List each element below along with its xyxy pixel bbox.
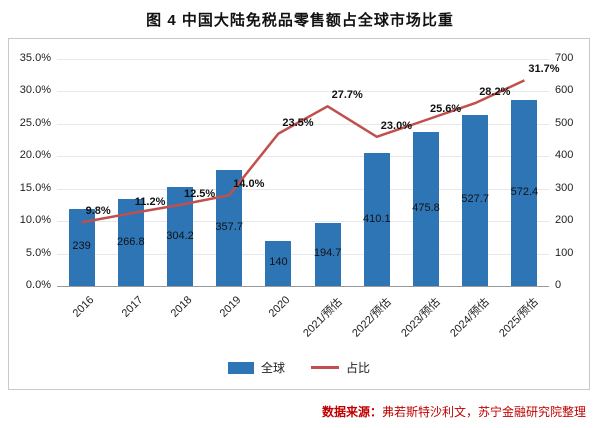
y-axis-tick-right: 100 [555,246,574,259]
line-value-label: 9.8% [85,205,111,218]
gridline [57,91,549,93]
line-value-label: 11.2% [134,196,166,209]
gridline [57,253,549,255]
trend-line [81,79,525,224]
line-value-label: 25.6% [430,102,462,115]
line-value-label: 28.2% [479,86,511,99]
line-value-label: 14.0% [233,178,265,191]
bar-value-label: 527.7 [461,193,489,206]
y-axis-tick-left: 20.0% [19,149,51,162]
gridline [57,188,549,190]
bar-2025/预估 [511,100,538,286]
y-axis-tick-right: 0 [555,279,562,291]
bar-value-label: 304.2 [166,229,194,242]
line-value-label: 23.0% [380,119,412,132]
line-value-label: 31.7% [528,63,560,76]
x-axis-line [57,286,549,287]
legend-line-swatch [311,366,339,369]
bar-value-label: 475.8 [412,201,440,214]
bar-2021/预估 [314,222,341,286]
y-axis-tick-left: 0.0% [25,279,51,291]
gridline [57,123,549,125]
y-axis-tick-right: 400 [555,149,574,162]
bar-2019 [216,170,243,286]
line-value-label: 23.5% [282,116,314,129]
y-axis-tick-left: 5.0% [25,246,51,259]
legend-item-share: 占比 [311,359,370,376]
y-axis-tick-left: 30.0% [19,84,51,97]
bar-2020 [265,240,292,286]
legend-line-label: 占比 [346,361,371,375]
y-axis-tick-left: 15.0% [19,181,51,194]
gridline [57,156,549,158]
data-source-text: 弗若斯特沙利文，苏宁金融研究院整理 [381,405,586,419]
trend-line-layer [81,79,525,224]
bar-value-label: 410.1 [363,212,391,225]
bar-value-label: 572.4 [510,186,539,199]
bar-2023/预估 [413,131,439,286]
bar-value-label: 194.7 [313,247,342,260]
line-value-label: 27.7% [331,89,363,102]
legend-bar-swatch [227,361,254,374]
y-axis-tick-left: 25.0% [19,116,51,129]
y-axis-tick-right: 700 [555,52,574,64]
y-axis-tick-right: 500 [555,116,574,129]
chart-title: 图 4 中国大陆免税品零售额占全球市场比重 [146,12,454,29]
legend-item-global: 全球 [227,359,285,376]
data-source-label: 数据来源： [321,405,382,419]
y-axis-tick-left: 10.0% [19,214,51,227]
data-source: 数据来源：弗若斯特沙利文，苏宁金融研究院整理 [322,403,586,420]
bar-value-label: 239 [72,240,91,253]
bar-value-label: 140 [269,256,288,269]
y-axis-tick-right: 200 [555,214,574,227]
y-axis-tick-right: 600 [555,84,574,97]
legend-bar-label: 全球 [260,361,285,375]
legend: 全球 占比 [9,359,589,376]
bar-2022/预估 [363,153,390,286]
bar-value-label: 266.8 [117,235,145,248]
y-axis-tick-right: 300 [555,181,574,194]
gridline [57,221,549,223]
bar-value-label: 357.7 [215,221,243,233]
gridline [57,59,549,60]
y-axis-tick-left: 35.0% [19,52,51,64]
line-value-label: 12.5% [184,187,216,200]
bar-2024/预估 [462,114,489,286]
plot-area: 239 266.8 304.2 357.7 140 194.7 410.1 475.8 527.… [57,59,560,287]
chart-area: 239 266.8 304.2 357.7 140 194.7 410.1 475.8 527.… [8,38,590,390]
